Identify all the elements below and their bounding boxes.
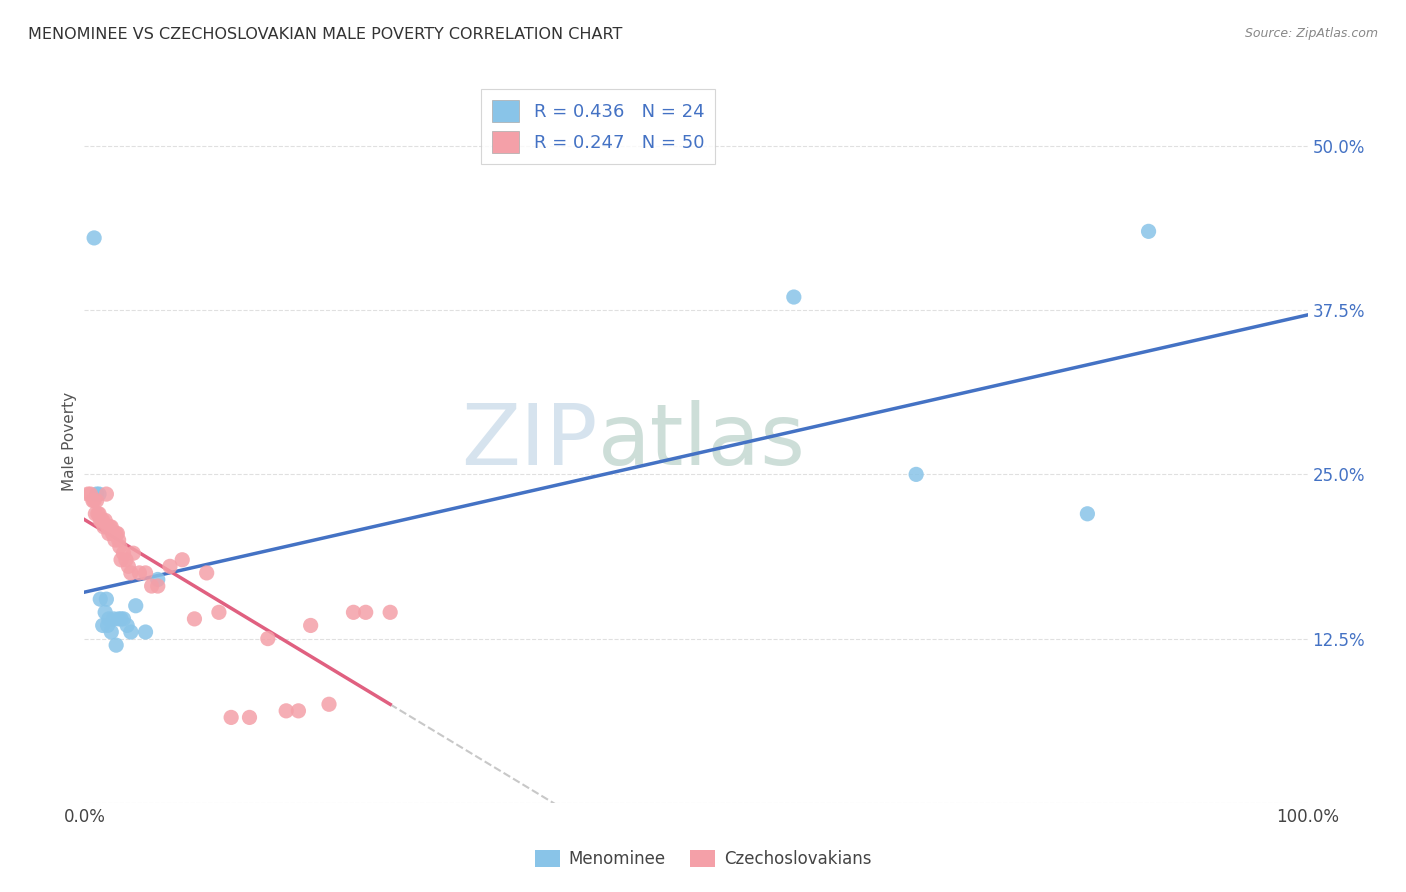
Point — [83, 231, 105, 245]
Point — [141, 579, 163, 593]
Point — [257, 632, 280, 646]
Point — [120, 625, 142, 640]
Point — [135, 625, 157, 640]
Point — [96, 487, 118, 501]
Point — [86, 487, 108, 501]
Point — [380, 605, 402, 619]
Point — [101, 526, 124, 541]
Point — [104, 533, 127, 547]
Point — [318, 698, 340, 712]
Point — [128, 566, 150, 580]
Point — [83, 493, 105, 508]
Point — [146, 579, 169, 593]
Y-axis label: Male Poverty: Male Poverty — [62, 392, 77, 491]
Point — [87, 507, 110, 521]
Point — [100, 520, 122, 534]
Point — [94, 605, 117, 619]
Text: Source: ZipAtlas.com: Source: ZipAtlas.com — [1244, 27, 1378, 40]
Point — [122, 546, 145, 560]
Point — [103, 612, 125, 626]
Point — [208, 605, 231, 619]
Point — [87, 507, 110, 521]
Point — [84, 507, 107, 521]
Point — [97, 520, 120, 534]
Point — [354, 605, 377, 619]
Point — [79, 487, 101, 501]
Point — [117, 559, 139, 574]
Point — [97, 618, 120, 632]
Text: ZIP: ZIP — [461, 400, 598, 483]
Point — [299, 618, 322, 632]
Point — [93, 520, 115, 534]
Point — [103, 526, 125, 541]
Point — [87, 487, 110, 501]
Point — [108, 540, 131, 554]
Point — [86, 493, 108, 508]
Point — [90, 513, 112, 527]
Point — [172, 553, 194, 567]
Point — [110, 553, 132, 567]
Point — [159, 559, 181, 574]
Point — [91, 618, 114, 632]
Point — [112, 546, 135, 560]
Point — [1076, 507, 1098, 521]
Point — [125, 599, 148, 613]
Point — [96, 592, 118, 607]
Point — [287, 704, 309, 718]
Point — [238, 710, 260, 724]
Point — [112, 612, 135, 626]
Point — [120, 566, 142, 580]
Point — [94, 513, 117, 527]
Point — [82, 493, 104, 508]
Legend: R = 0.436   N = 24, R = 0.247   N = 50: R = 0.436 N = 24, R = 0.247 N = 50 — [481, 89, 716, 164]
Point — [276, 704, 298, 718]
Text: atlas: atlas — [598, 400, 806, 483]
Point — [115, 618, 138, 632]
Point — [105, 526, 128, 541]
Point — [135, 566, 157, 580]
Point — [100, 625, 122, 640]
Point — [97, 612, 120, 626]
Point — [195, 566, 218, 580]
Point — [110, 612, 132, 626]
Point — [107, 612, 129, 626]
Point — [115, 553, 138, 567]
Legend: Menominee, Czechoslovakians: Menominee, Czechoslovakians — [529, 843, 877, 875]
Point — [219, 710, 242, 724]
Point — [89, 592, 111, 607]
Point — [105, 638, 128, 652]
Point — [98, 520, 121, 534]
Point — [342, 605, 364, 619]
Text: MENOMINEE VS CZECHOSLOVAKIAN MALE POVERTY CORRELATION CHART: MENOMINEE VS CZECHOSLOVAKIAN MALE POVERT… — [28, 27, 623, 42]
Point — [107, 533, 129, 547]
Point — [105, 526, 128, 541]
Point — [146, 573, 169, 587]
Point — [77, 487, 100, 501]
Point — [1137, 224, 1160, 238]
Point — [97, 526, 120, 541]
Point — [89, 513, 111, 527]
Point — [783, 290, 806, 304]
Point — [183, 612, 205, 626]
Point — [905, 467, 928, 482]
Point — [91, 513, 114, 527]
